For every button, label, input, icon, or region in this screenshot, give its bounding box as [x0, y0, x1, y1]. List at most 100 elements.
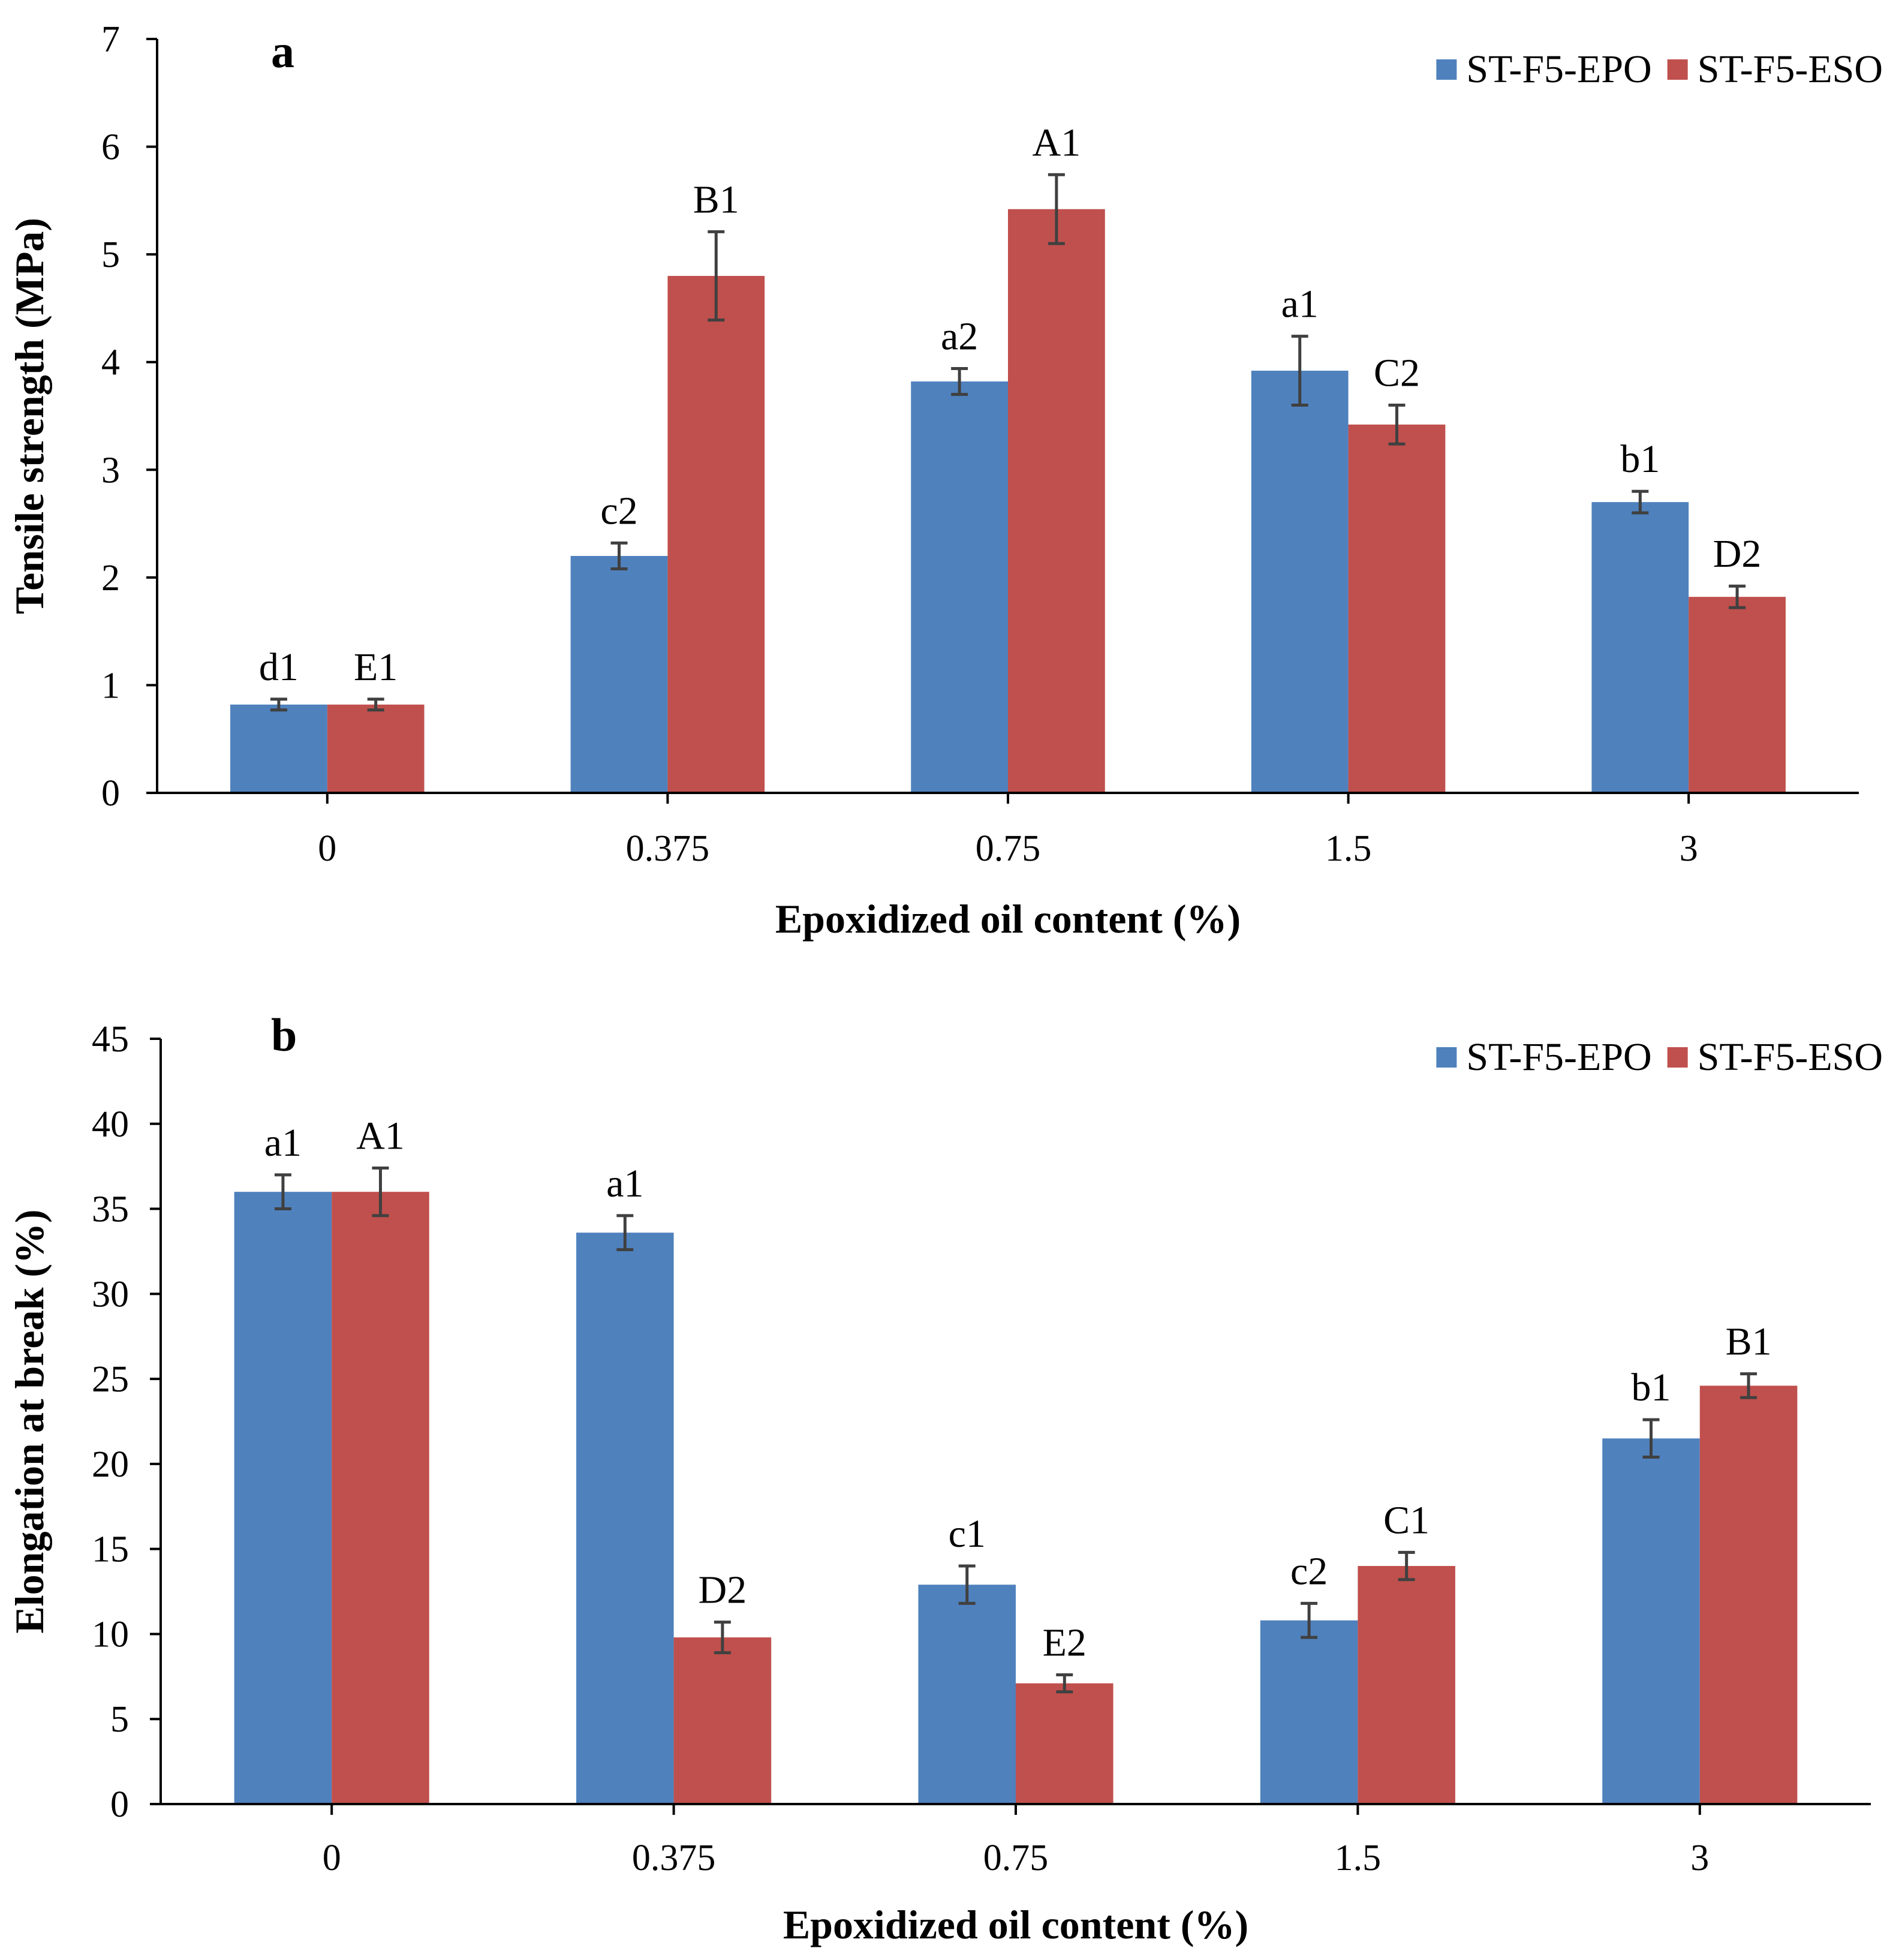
x-tick-label: 0.375	[626, 828, 710, 869]
bar-eso	[1348, 424, 1446, 793]
significance-label: a1	[1281, 282, 1319, 326]
legend-label: ST-F5-ESO	[1698, 1035, 1883, 1079]
bar-eso	[667, 276, 765, 793]
legend-label: ST-F5-ESO	[1698, 47, 1883, 91]
legend-swatch	[1436, 1047, 1457, 1068]
error-bar	[1301, 1601, 1318, 1639]
panel-letter: b	[271, 1009, 297, 1061]
bar-epo	[1591, 502, 1689, 793]
error-bar	[708, 230, 725, 322]
legend-label: ST-F5-EPO	[1466, 47, 1651, 91]
y-tick-label: 5	[101, 235, 120, 275]
legend-swatch	[1667, 59, 1688, 80]
bar-epo	[576, 1232, 674, 1804]
significance-label: a1	[264, 1121, 302, 1165]
bar-eso	[673, 1637, 772, 1804]
y-tick-label: 4	[101, 342, 120, 383]
y-tick-label: 40	[92, 1104, 129, 1145]
bar-epo	[918, 1585, 1016, 1804]
significance-label: b1	[1620, 437, 1660, 481]
x-axis-title: Epoxidized oil content (%)	[775, 896, 1241, 942]
y-tick-label: 30	[92, 1274, 129, 1315]
error-bar	[1048, 173, 1065, 245]
error-bar	[274, 1173, 291, 1211]
bar-eso	[327, 704, 425, 793]
significance-label: A1	[1033, 121, 1081, 164]
chart-panel-a: 0 1 2 3 4 5 6 7 d1 c2 a2 a1 b1 E1 B1 A1 C2 D2 0 0.375 0.75 1.…	[7, 19, 1883, 942]
bar-epo	[911, 381, 1008, 793]
legend-swatch	[1436, 59, 1457, 80]
significance-label: b1	[1632, 1366, 1671, 1409]
bar-epo	[570, 555, 668, 793]
significance-label: c2	[600, 489, 637, 533]
significance-label: B1	[693, 178, 739, 221]
significance-label: a1	[606, 1162, 643, 1206]
x-tick-label: 3	[1680, 828, 1698, 869]
y-tick-label: 5	[110, 1699, 129, 1740]
legend: ST-F5-ESO ST-F5-EPO	[1436, 47, 1883, 91]
y-tick-label: 25	[92, 1359, 129, 1400]
significance-label: C1	[1383, 1498, 1429, 1542]
error-bar	[367, 698, 384, 712]
x-tick-label: 0.375	[632, 1838, 716, 1878]
x-tick-label: 1.5	[1335, 1838, 1382, 1878]
error-bar	[610, 541, 628, 570]
error-bar	[1388, 404, 1406, 446]
error-bar	[1740, 1372, 1757, 1399]
x-axis-title: Epoxidized oil content (%)	[783, 1902, 1248, 1947]
significance-label: D2	[1713, 532, 1762, 576]
error-bar	[1056, 1673, 1073, 1694]
significance-label: a2	[941, 314, 978, 358]
bar-epo	[1260, 1620, 1358, 1804]
error-bar	[1729, 584, 1746, 609]
y-tick-label: 45	[92, 1019, 129, 1060]
chart-panel-b: 0 5 10 15 20 25 30 35 40 45 a1 a1 c1 c2 b1 A1 D2 E2 C1 B1 0 0…	[7, 1009, 1883, 1947]
bar-epo	[230, 704, 327, 793]
bar-eso	[1008, 209, 1105, 793]
error-bar	[714, 1621, 731, 1655]
significance-label: E1	[354, 645, 398, 689]
error-bar	[951, 366, 968, 396]
y-tick-label: 0	[110, 1784, 129, 1825]
significance-label: E2	[1043, 1621, 1087, 1664]
bar-epo	[1602, 1438, 1700, 1804]
error-bar	[958, 1564, 976, 1605]
bar-eso	[1689, 597, 1786, 793]
x-tick-label: 3	[1690, 1838, 1709, 1878]
x-tick-label: 0	[323, 1838, 341, 1878]
bar-eso	[1699, 1385, 1798, 1804]
x-tick-label: 0	[318, 828, 336, 869]
y-axis-title: Elongation at break (%)	[7, 1209, 52, 1633]
bar-eso	[332, 1192, 429, 1804]
error-bar	[1642, 1418, 1660, 1459]
panel-letter: a	[271, 25, 294, 77]
error-bar	[1398, 1550, 1415, 1582]
significance-label: B1	[1726, 1320, 1772, 1364]
y-tick-label: 6	[101, 127, 120, 168]
y-tick-label: 35	[92, 1189, 129, 1230]
significance-label: c1	[949, 1512, 986, 1556]
x-tick-label: 1.5	[1325, 828, 1372, 869]
y-tick-label: 10	[92, 1614, 129, 1655]
bar-eso	[1358, 1566, 1455, 1804]
y-tick-label: 20	[92, 1444, 129, 1485]
significance-label: D2	[699, 1568, 747, 1612]
bar-epo	[1251, 371, 1349, 793]
bar-eso	[1016, 1683, 1113, 1804]
x-tick-label: 0.75	[983, 1838, 1049, 1878]
y-tick-label: 7	[101, 19, 120, 60]
significance-label: c2	[1290, 1549, 1328, 1593]
y-axis-title: Tensile strength (MPa)	[7, 218, 52, 614]
bar-epo	[234, 1192, 332, 1804]
legend-swatch	[1667, 1047, 1688, 1068]
significance-label: C2	[1374, 351, 1420, 395]
y-tick-label: 2	[101, 558, 120, 599]
legend-label: ST-F5-EPO	[1466, 1035, 1651, 1079]
error-bar	[270, 698, 287, 712]
error-bar	[1291, 335, 1308, 407]
significance-label: d1	[259, 645, 299, 689]
error-bar	[616, 1214, 634, 1252]
y-tick-label: 0	[101, 773, 120, 814]
error-bar	[372, 1167, 389, 1218]
